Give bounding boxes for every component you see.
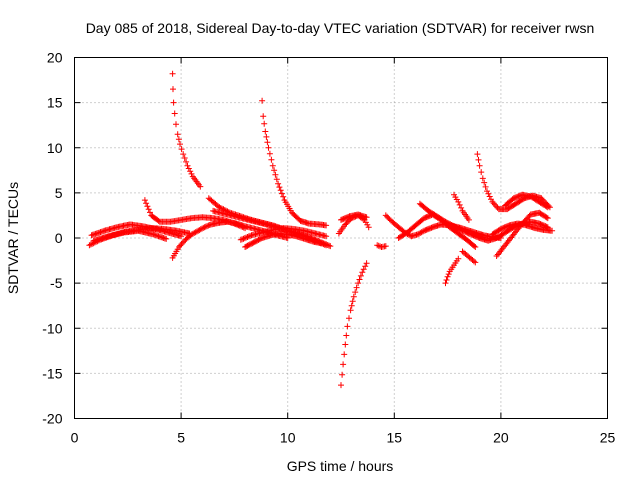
- series-track-12: [338, 260, 370, 389]
- series-track-24: [489, 220, 556, 238]
- series-track-11: [242, 230, 325, 250]
- series-track-05: [169, 70, 204, 190]
- series-track-19: [442, 255, 462, 287]
- data-point-markers: [237, 225, 330, 243]
- data-point-markers: [489, 220, 556, 238]
- y-tick-label: 0: [55, 230, 63, 246]
- data-point-markers: [88, 221, 185, 240]
- y-tick-label: 20: [47, 50, 63, 66]
- data-point-markers: [338, 211, 370, 223]
- x-tick-label: 20: [493, 430, 509, 446]
- data-point-markers: [451, 191, 472, 223]
- series-track-23: [493, 209, 551, 259]
- series-track-15: [374, 242, 389, 250]
- x-tick-label: 25: [600, 430, 616, 446]
- y-tick-label: 15: [47, 95, 63, 111]
- x-tick-label: 10: [280, 430, 296, 446]
- x-tick-label: 5: [177, 430, 185, 446]
- series-track-21: [459, 248, 479, 266]
- data-point-markers: [169, 70, 204, 190]
- data-point-markers: [374, 242, 389, 250]
- data-point-markers: [338, 260, 370, 389]
- chart-title: Day 085 of 2018, Sidereal Day-to-day VTE…: [86, 20, 595, 36]
- y-tick-label: -15: [42, 365, 62, 381]
- axis-ticks: 0 5 10 15 20 25 -20 -15 -10 -5 0 5 10 15 20: [42, 50, 615, 446]
- x-tick-label: 15: [387, 430, 403, 446]
- x-axis-label: GPS time / hours: [287, 458, 394, 474]
- y-tick-label: -20: [42, 411, 62, 427]
- y-tick-label: -10: [42, 320, 62, 336]
- y-tick-label: 10: [47, 140, 63, 156]
- data-point-markers: [502, 191, 551, 211]
- y-axis-label: SDTVAR / TECUs: [5, 182, 21, 294]
- data-point-markers: [459, 248, 479, 266]
- series-track-02: [88, 221, 185, 240]
- y-tick-label: 5: [55, 185, 63, 201]
- data-point-markers: [442, 255, 462, 287]
- data-point-markers: [242, 230, 325, 250]
- series-track-03: [90, 227, 170, 244]
- plot-frame: [74, 57, 608, 419]
- data-point-markers: [493, 209, 551, 259]
- data-point-markers: [259, 97, 330, 229]
- series-track-25: [502, 191, 551, 211]
- series-track-14: [338, 211, 370, 223]
- series-track-20: [451, 191, 472, 223]
- data-points: [86, 70, 556, 389]
- x-tick-label: 0: [71, 430, 79, 446]
- y-tick-label: -5: [50, 275, 63, 291]
- series-track-10: [259, 97, 330, 229]
- series-track-09: [237, 225, 330, 243]
- data-point-markers: [90, 227, 170, 244]
